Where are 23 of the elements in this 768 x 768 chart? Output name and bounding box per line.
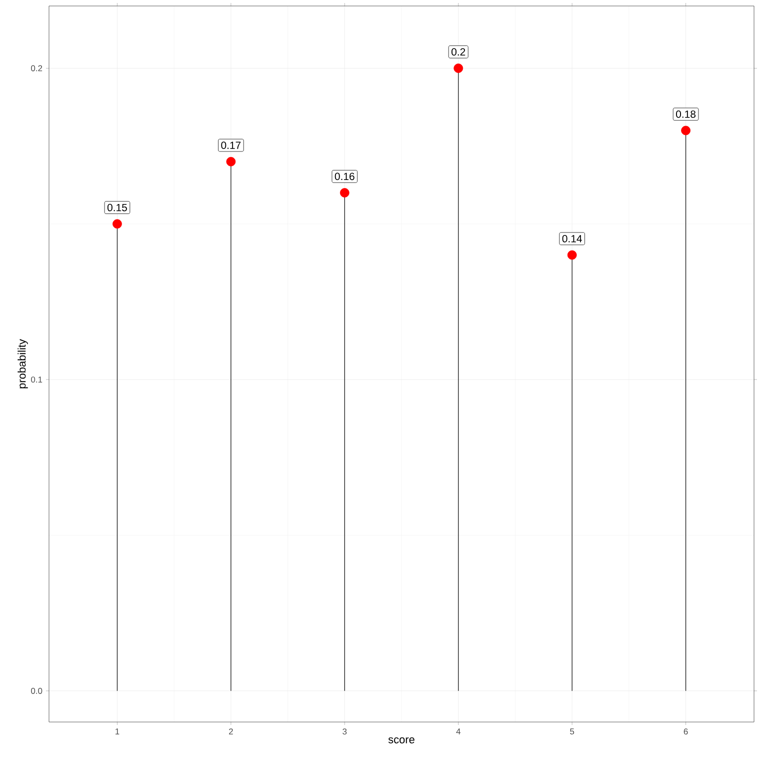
- data-label: 0.18: [676, 110, 696, 118]
- data-label: 0.16: [334, 172, 354, 180]
- point: [112, 219, 122, 229]
- x-tick-label: 1: [116, 728, 120, 734]
- point: [454, 64, 464, 73]
- point: [567, 250, 577, 260]
- data-label: 0.17: [221, 142, 241, 149]
- x-tick-label: 3: [342, 728, 347, 734]
- y-axis-title: probability: [18, 339, 28, 388]
- y-tick-label: 0.2: [31, 65, 42, 72]
- data-label: 0.14: [562, 234, 582, 242]
- y-tick-label: 0.1: [31, 376, 42, 383]
- point: [226, 156, 236, 166]
- x-tick-label: 6: [684, 728, 688, 734]
- data-label: 0.15: [107, 204, 127, 212]
- x-axis-title: score: [388, 737, 414, 744]
- x-tick-label: 4: [456, 728, 460, 734]
- y-tick-label: 0.0: [31, 688, 42, 694]
- x-tick-label: 2: [229, 728, 233, 734]
- point: [681, 126, 690, 136]
- x-tick-label: 5: [570, 728, 574, 734]
- point: [340, 188, 350, 198]
- data-label: 0.2: [452, 48, 466, 56]
